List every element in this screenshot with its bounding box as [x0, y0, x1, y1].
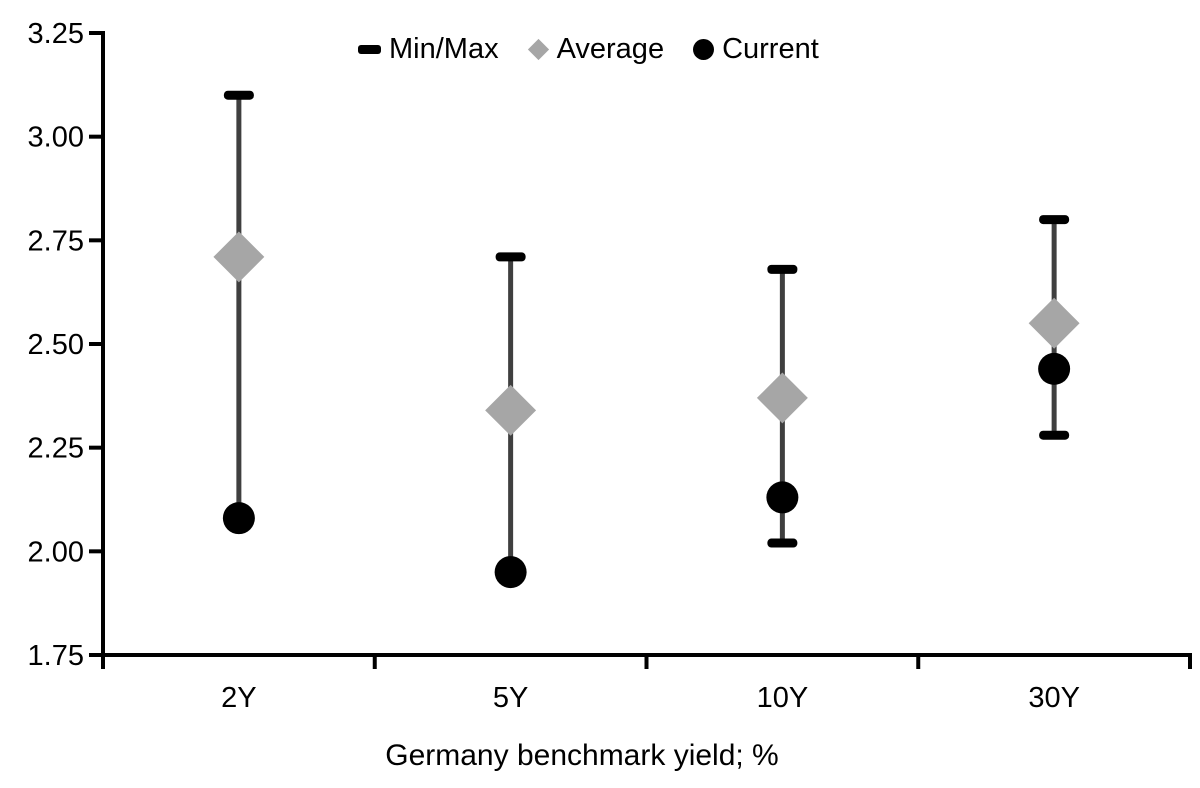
min-cap-icon	[767, 538, 798, 548]
legend-label-minmax: Min/Max	[389, 33, 499, 65]
legend-label-current: Current	[722, 33, 819, 65]
average-diamond-icon	[527, 38, 549, 60]
x-category-label: 30Y	[1028, 682, 1080, 714]
y-tick-label: 3.25	[28, 18, 84, 50]
minmax-dash-icon	[358, 44, 381, 54]
y-tick-label: 2.50	[28, 329, 84, 361]
min-cap-icon	[1039, 430, 1070, 440]
legend-item-average: Average	[527, 31, 665, 67]
average-marker-icon	[485, 384, 537, 436]
average-marker-icon	[1028, 297, 1080, 349]
x-axis-title: Germany benchmark yield; %	[385, 739, 779, 772]
y-tick-label: 2.00	[28, 536, 84, 568]
x-category-label: 2Y	[221, 682, 256, 714]
average-marker-icon	[213, 231, 265, 283]
current-marker-icon	[1038, 352, 1071, 385]
current-circle-icon	[693, 38, 715, 60]
legend: Min/Max Average Current	[358, 31, 819, 67]
x-category-label: 10Y	[757, 682, 809, 714]
max-cap-icon	[495, 252, 526, 262]
y-tick-label: 1.75	[28, 640, 84, 672]
max-cap-icon	[767, 264, 798, 274]
x-category-label: 5Y	[493, 682, 528, 714]
average-marker-icon	[756, 372, 808, 424]
legend-label-average: Average	[556, 33, 665, 65]
y-tick-label: 2.25	[28, 433, 84, 465]
current-marker-icon	[766, 481, 799, 514]
current-marker-icon	[494, 556, 527, 589]
max-cap-icon	[223, 90, 254, 100]
legend-item-minmax: Min/Max	[358, 31, 499, 67]
y-tick-label: 2.75	[28, 225, 84, 257]
y-tick-label: 3.00	[28, 122, 84, 154]
max-cap-icon	[1039, 215, 1070, 225]
current-marker-icon	[222, 502, 255, 535]
legend-item-current: Current	[693, 31, 819, 67]
